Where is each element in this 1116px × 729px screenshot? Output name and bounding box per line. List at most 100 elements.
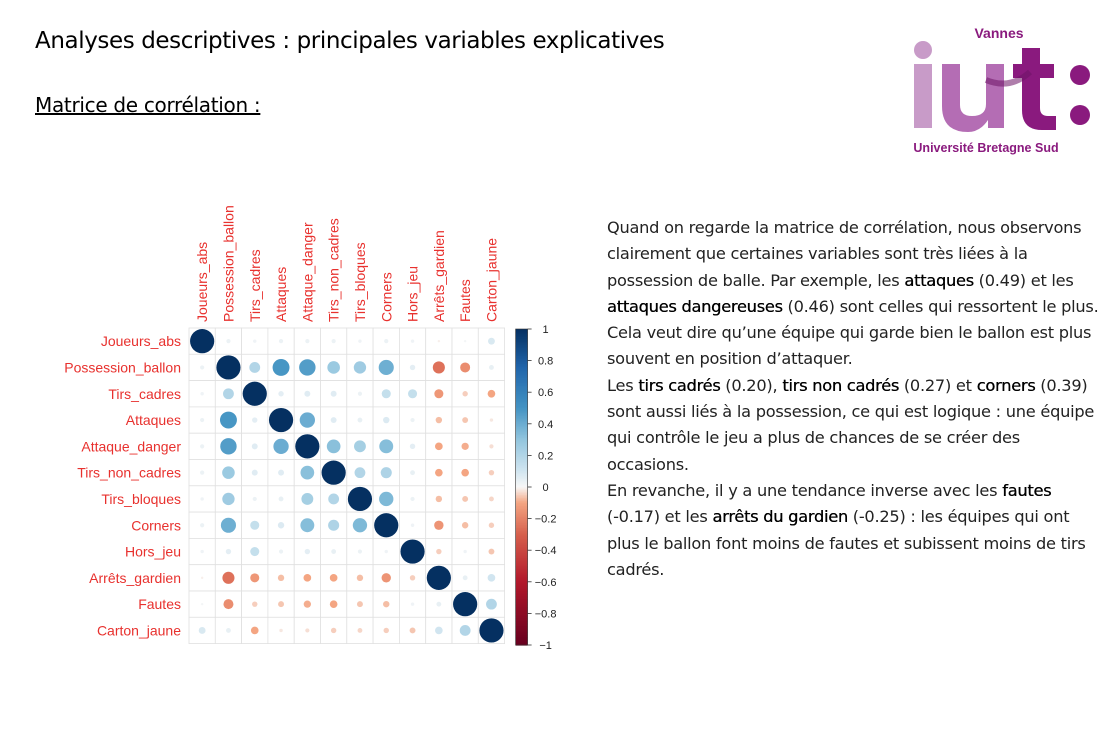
legend-gradient-step <box>515 597 528 600</box>
legend-gradient-step <box>515 398 528 401</box>
text-run: Quand on regarde la matrice de corrélati… <box>607 218 1082 290</box>
correlation-circle <box>357 549 363 554</box>
correlation-circle <box>278 496 284 502</box>
legend-gradient-step <box>515 365 528 368</box>
legend-gradient-step <box>515 629 528 632</box>
legend-gradient-step <box>515 498 528 501</box>
legend-gradient-step <box>515 442 528 445</box>
legend-gradient-step <box>515 382 528 385</box>
correlation-circle <box>272 358 290 376</box>
correlation-circle <box>409 443 416 450</box>
correlation-circle <box>225 548 232 555</box>
legend-gradient-step <box>515 389 528 392</box>
legend-gradient-step <box>515 436 528 439</box>
highlight-term: corners <box>976 375 1036 395</box>
legend-gradient-step <box>515 384 528 387</box>
correlation-circle <box>252 417 258 423</box>
legend-gradient-step <box>515 395 528 398</box>
legend-gradient-step <box>515 368 528 371</box>
legend-gradient-step <box>515 464 528 468</box>
column-label: Carton_jaune <box>483 238 499 322</box>
correlation-circle <box>219 411 237 429</box>
legend-gradient-step <box>515 499 528 502</box>
legend-gradient-step <box>515 449 528 452</box>
legend-gradient-step <box>515 581 528 584</box>
legend-gradient-step <box>515 580 528 583</box>
legend-gradient-step <box>515 488 528 491</box>
legend-tick-label: 0.8 <box>538 356 553 368</box>
legend-gradient-step <box>515 520 528 523</box>
matrix-cell <box>425 353 453 382</box>
legend-gradient-step <box>515 330 528 333</box>
correlation-circle <box>301 493 314 505</box>
correlation-circle <box>434 520 444 530</box>
correlation-circle <box>190 329 215 354</box>
legend-gradient-step <box>515 377 528 381</box>
legend-gradient-step <box>515 556 528 559</box>
legend-gradient-step <box>515 537 528 540</box>
legend-tick-label: −0.6 <box>535 577 557 589</box>
paragraph-1: Quand on regarde la matrice de corrélati… <box>607 215 1102 373</box>
legend-gradient-step <box>515 414 528 417</box>
legend-gradient-step <box>515 586 528 589</box>
legend-gradient-step <box>515 510 528 513</box>
correlation-circle <box>461 468 469 477</box>
legend-gradient-step <box>515 501 528 504</box>
legend-gradient-step <box>515 471 528 474</box>
row-label: Fautes <box>138 596 181 612</box>
legend-tick-label: 0.2 <box>538 450 553 462</box>
highlight-term: tirs cadrés <box>638 375 721 395</box>
legend-gradient-step <box>515 584 528 588</box>
correlation-circle <box>489 418 494 422</box>
legend-gradient-step <box>515 512 528 515</box>
legend-gradient-step <box>515 575 528 578</box>
correlation-circle <box>252 601 258 607</box>
legend-gradient-step <box>515 474 528 477</box>
correlation-circle <box>198 627 206 634</box>
legend-gradient-step <box>515 624 528 627</box>
legend-tick-label: 0.4 <box>538 419 553 431</box>
correlation-circle <box>408 389 418 399</box>
correlation-circle <box>479 618 504 643</box>
correlation-circle <box>222 571 235 584</box>
highlight-term: arrêts du gardien <box>712 507 848 527</box>
correlation-circle <box>358 339 362 343</box>
legend-tick-label: 1 <box>543 324 549 336</box>
legend-gradient-step <box>515 343 528 346</box>
correlation-circle <box>304 548 311 555</box>
legend-gradient-step <box>515 463 528 466</box>
legend-gradient-step <box>515 505 528 509</box>
legend-gradient-step <box>515 638 528 641</box>
correlation-circle <box>278 391 284 397</box>
legend-gradient-step <box>515 641 528 645</box>
legend-gradient-step <box>515 588 528 591</box>
legend-gradient-step <box>515 425 528 428</box>
legend-gradient-step <box>515 379 528 382</box>
correlation-circle <box>253 339 257 343</box>
text-run: Les <box>607 375 639 395</box>
legend-gradient-step <box>515 487 528 490</box>
legend-gradient-step <box>515 596 528 599</box>
legend-gradient-step <box>515 496 528 499</box>
correlation-circle <box>463 339 467 343</box>
legend-gradient-step <box>515 573 528 577</box>
legend-gradient-step <box>515 605 528 608</box>
legend-gradient-step <box>515 543 528 547</box>
correlation-circle <box>489 496 494 502</box>
column-label: Tirs_cadres <box>247 249 263 322</box>
legend-gradient-step <box>515 385 528 389</box>
paragraph-3: En revanche, il y a une tendance inverse… <box>607 478 1102 583</box>
legend-gradient-step <box>515 359 528 362</box>
legend-gradient-step <box>515 561 528 564</box>
legend-gradient-step <box>515 349 528 352</box>
correlation-circle <box>410 496 415 502</box>
row-label: Attaque_danger <box>81 438 181 454</box>
correlation-circle <box>400 539 425 564</box>
legend-gradient-step <box>515 408 528 411</box>
legend-gradient-step <box>515 346 528 349</box>
correlation-circle <box>436 601 442 607</box>
legend-gradient-step <box>515 622 528 626</box>
legend-gradient-step <box>515 417 528 420</box>
paragraph-2: Les tirs cadrés (0.20), tirs non cadrés … <box>607 373 1102 478</box>
correlation-circle <box>200 392 204 396</box>
